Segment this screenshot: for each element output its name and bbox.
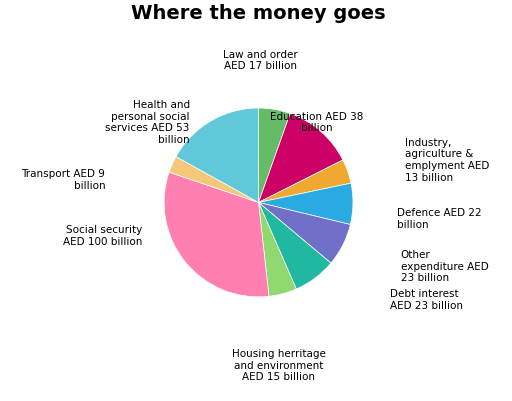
- Wedge shape: [259, 108, 290, 203]
- Text: Defence AED 22
billion: Defence AED 22 billion: [397, 208, 482, 230]
- Text: Social security
AED 100 billion: Social security AED 100 billion: [62, 225, 142, 247]
- Title: Where the money goes: Where the money goes: [131, 4, 386, 23]
- Text: Law and order
AED 17 billion: Law and order AED 17 billion: [223, 50, 298, 71]
- Wedge shape: [259, 203, 331, 289]
- Text: Health and
personal social
services AED 53
billion: Health and personal social services AED …: [105, 100, 189, 145]
- Text: Industry,
agriculture &
emplyment AED
13 billion: Industry, agriculture & emplyment AED 13…: [405, 138, 489, 182]
- Wedge shape: [259, 113, 343, 203]
- Wedge shape: [259, 183, 353, 225]
- Wedge shape: [164, 172, 269, 297]
- Wedge shape: [259, 160, 351, 203]
- Wedge shape: [259, 203, 350, 263]
- Text: Transport AED 9
billion: Transport AED 9 billion: [22, 170, 105, 191]
- Wedge shape: [176, 108, 259, 203]
- Wedge shape: [259, 203, 296, 296]
- Text: Housing herritage
and environment
AED 15 billion: Housing herritage and environment AED 15…: [231, 349, 326, 382]
- Text: Education AED 38
billion: Education AED 38 billion: [270, 111, 363, 133]
- Wedge shape: [169, 157, 259, 203]
- Text: Other
expenditure AED
23 billion: Other expenditure AED 23 billion: [401, 250, 488, 284]
- Text: Debt interest
AED 23 billion: Debt interest AED 23 billion: [390, 290, 463, 311]
